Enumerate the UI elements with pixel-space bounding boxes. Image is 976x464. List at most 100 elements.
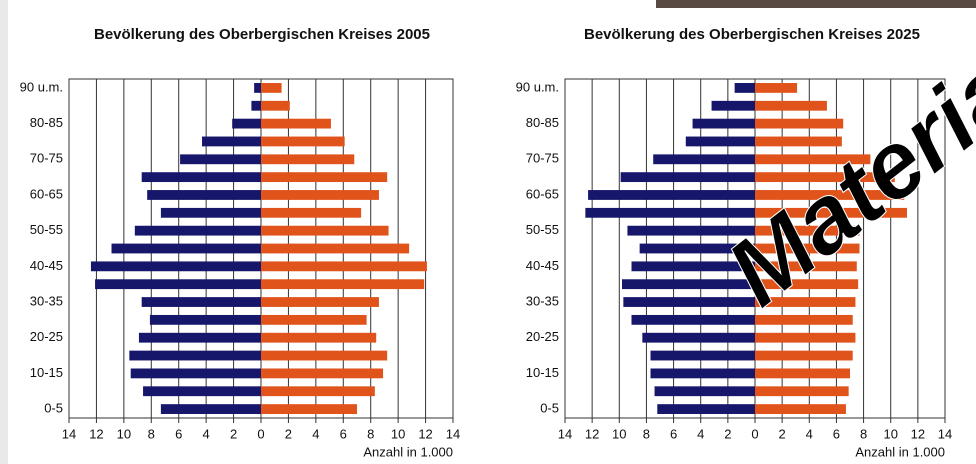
bar: [655, 386, 755, 396]
bar: [712, 101, 755, 111]
bar: [632, 315, 756, 325]
bar: [261, 261, 427, 271]
bar: [755, 83, 797, 93]
y-tick-label: 20-25: [526, 329, 559, 344]
bar: [755, 101, 827, 111]
bar: [251, 101, 261, 111]
x-tick-label: 10: [391, 426, 405, 441]
bar: [261, 119, 331, 129]
bar: [254, 83, 261, 93]
bar: [261, 244, 409, 254]
page: {"chart_data": [ {"type": "bar", "orient…: [0, 0, 976, 464]
bar: [147, 190, 261, 200]
x-axis-label: Anzahl in 1.000: [363, 444, 453, 459]
bar: [261, 386, 375, 396]
bar: [261, 404, 357, 414]
bar: [755, 333, 855, 343]
x-tick-label: 12: [585, 426, 599, 441]
y-tick-label: 30-35: [526, 293, 559, 308]
bar: [112, 244, 261, 254]
bar: [135, 226, 261, 236]
x-tick-label: 12: [911, 426, 925, 441]
x-tick-label: 8: [860, 426, 867, 441]
bar: [142, 172, 261, 182]
bar: [755, 119, 843, 129]
x-tick-label: 12: [89, 426, 103, 441]
bar: [95, 279, 261, 289]
y-tick-label: 50-55: [526, 222, 559, 237]
bar: [585, 208, 755, 218]
bar: [621, 172, 755, 182]
x-tick-label: 10: [612, 426, 626, 441]
x-axis-label: Anzahl in 1.000: [855, 444, 945, 459]
bar: [261, 101, 290, 111]
x-tick-label: 6: [833, 426, 840, 441]
y-tick-label: 60-65: [30, 186, 63, 201]
x-tick-label: 14: [446, 426, 460, 441]
x-tick-label: 2: [779, 426, 786, 441]
x-tick-label: 10: [883, 426, 897, 441]
x-tick-label: 2: [724, 426, 731, 441]
x-tick-label: 8: [148, 426, 155, 441]
x-tick-label: 0: [257, 426, 264, 441]
bar: [180, 154, 261, 164]
x-tick-label: 14: [558, 426, 572, 441]
bar: [653, 154, 755, 164]
bar: [143, 386, 261, 396]
x-tick-label: 0: [751, 426, 758, 441]
chart: Bevölkerung des Oberbergischen Kreises 2…: [0, 0, 976, 464]
bar: [651, 368, 756, 378]
bar: [202, 137, 261, 147]
bar: [657, 404, 755, 414]
y-tick-label: 40-45: [30, 258, 63, 273]
x-tick-label: 6: [175, 426, 182, 441]
bar: [261, 279, 424, 289]
bar: [651, 351, 756, 361]
bar: [623, 297, 755, 307]
bar: [755, 386, 849, 396]
bar: [261, 83, 282, 93]
y-tick-label: 10-15: [526, 365, 559, 380]
x-tick-label: 2: [285, 426, 292, 441]
chart-title: Bevölkerung des Oberbergischen Kreises 2…: [584, 26, 920, 43]
y-tick-label: 40-45: [526, 258, 559, 273]
bar: [622, 279, 755, 289]
bar: [129, 351, 261, 361]
bar: [261, 315, 367, 325]
y-tick-label: 50-55: [30, 222, 63, 237]
bar: [139, 333, 261, 343]
chart-title: Bevölkerung des Oberbergischen Kreises 2…: [94, 26, 430, 43]
y-tick-label: 90 u.m.: [516, 79, 559, 94]
photo-strip: [656, 0, 976, 8]
bar: [686, 137, 755, 147]
x-tick-label: 14: [938, 426, 952, 441]
y-tick-label: 90 u.m.: [20, 79, 63, 94]
y-tick-label: 0-5: [540, 401, 559, 416]
bar: [150, 315, 261, 325]
bar: [161, 208, 261, 218]
bar: [261, 208, 361, 218]
bar: [131, 368, 261, 378]
y-tick-label: 80-85: [30, 115, 63, 130]
x-tick-label: 4: [312, 426, 319, 441]
bar: [261, 297, 379, 307]
bar: [161, 404, 261, 414]
y-tick-label: 30-35: [30, 293, 63, 308]
x-tick-label: 10: [117, 426, 131, 441]
x-tick-label: 12: [418, 426, 432, 441]
bar: [261, 226, 389, 236]
bar: [142, 297, 261, 307]
x-tick-label: 4: [203, 426, 210, 441]
x-tick-label: 6: [340, 426, 347, 441]
y-tick-label: 10-15: [30, 365, 63, 380]
x-tick-label: 8: [367, 426, 374, 441]
bar: [755, 404, 846, 414]
bar: [642, 333, 755, 343]
bar: [261, 154, 354, 164]
bar: [261, 172, 387, 182]
x-tick-label: 8: [643, 426, 650, 441]
y-tick-label: 20-25: [30, 329, 63, 344]
bar: [755, 351, 853, 361]
bar: [261, 368, 383, 378]
bar: [588, 190, 755, 200]
